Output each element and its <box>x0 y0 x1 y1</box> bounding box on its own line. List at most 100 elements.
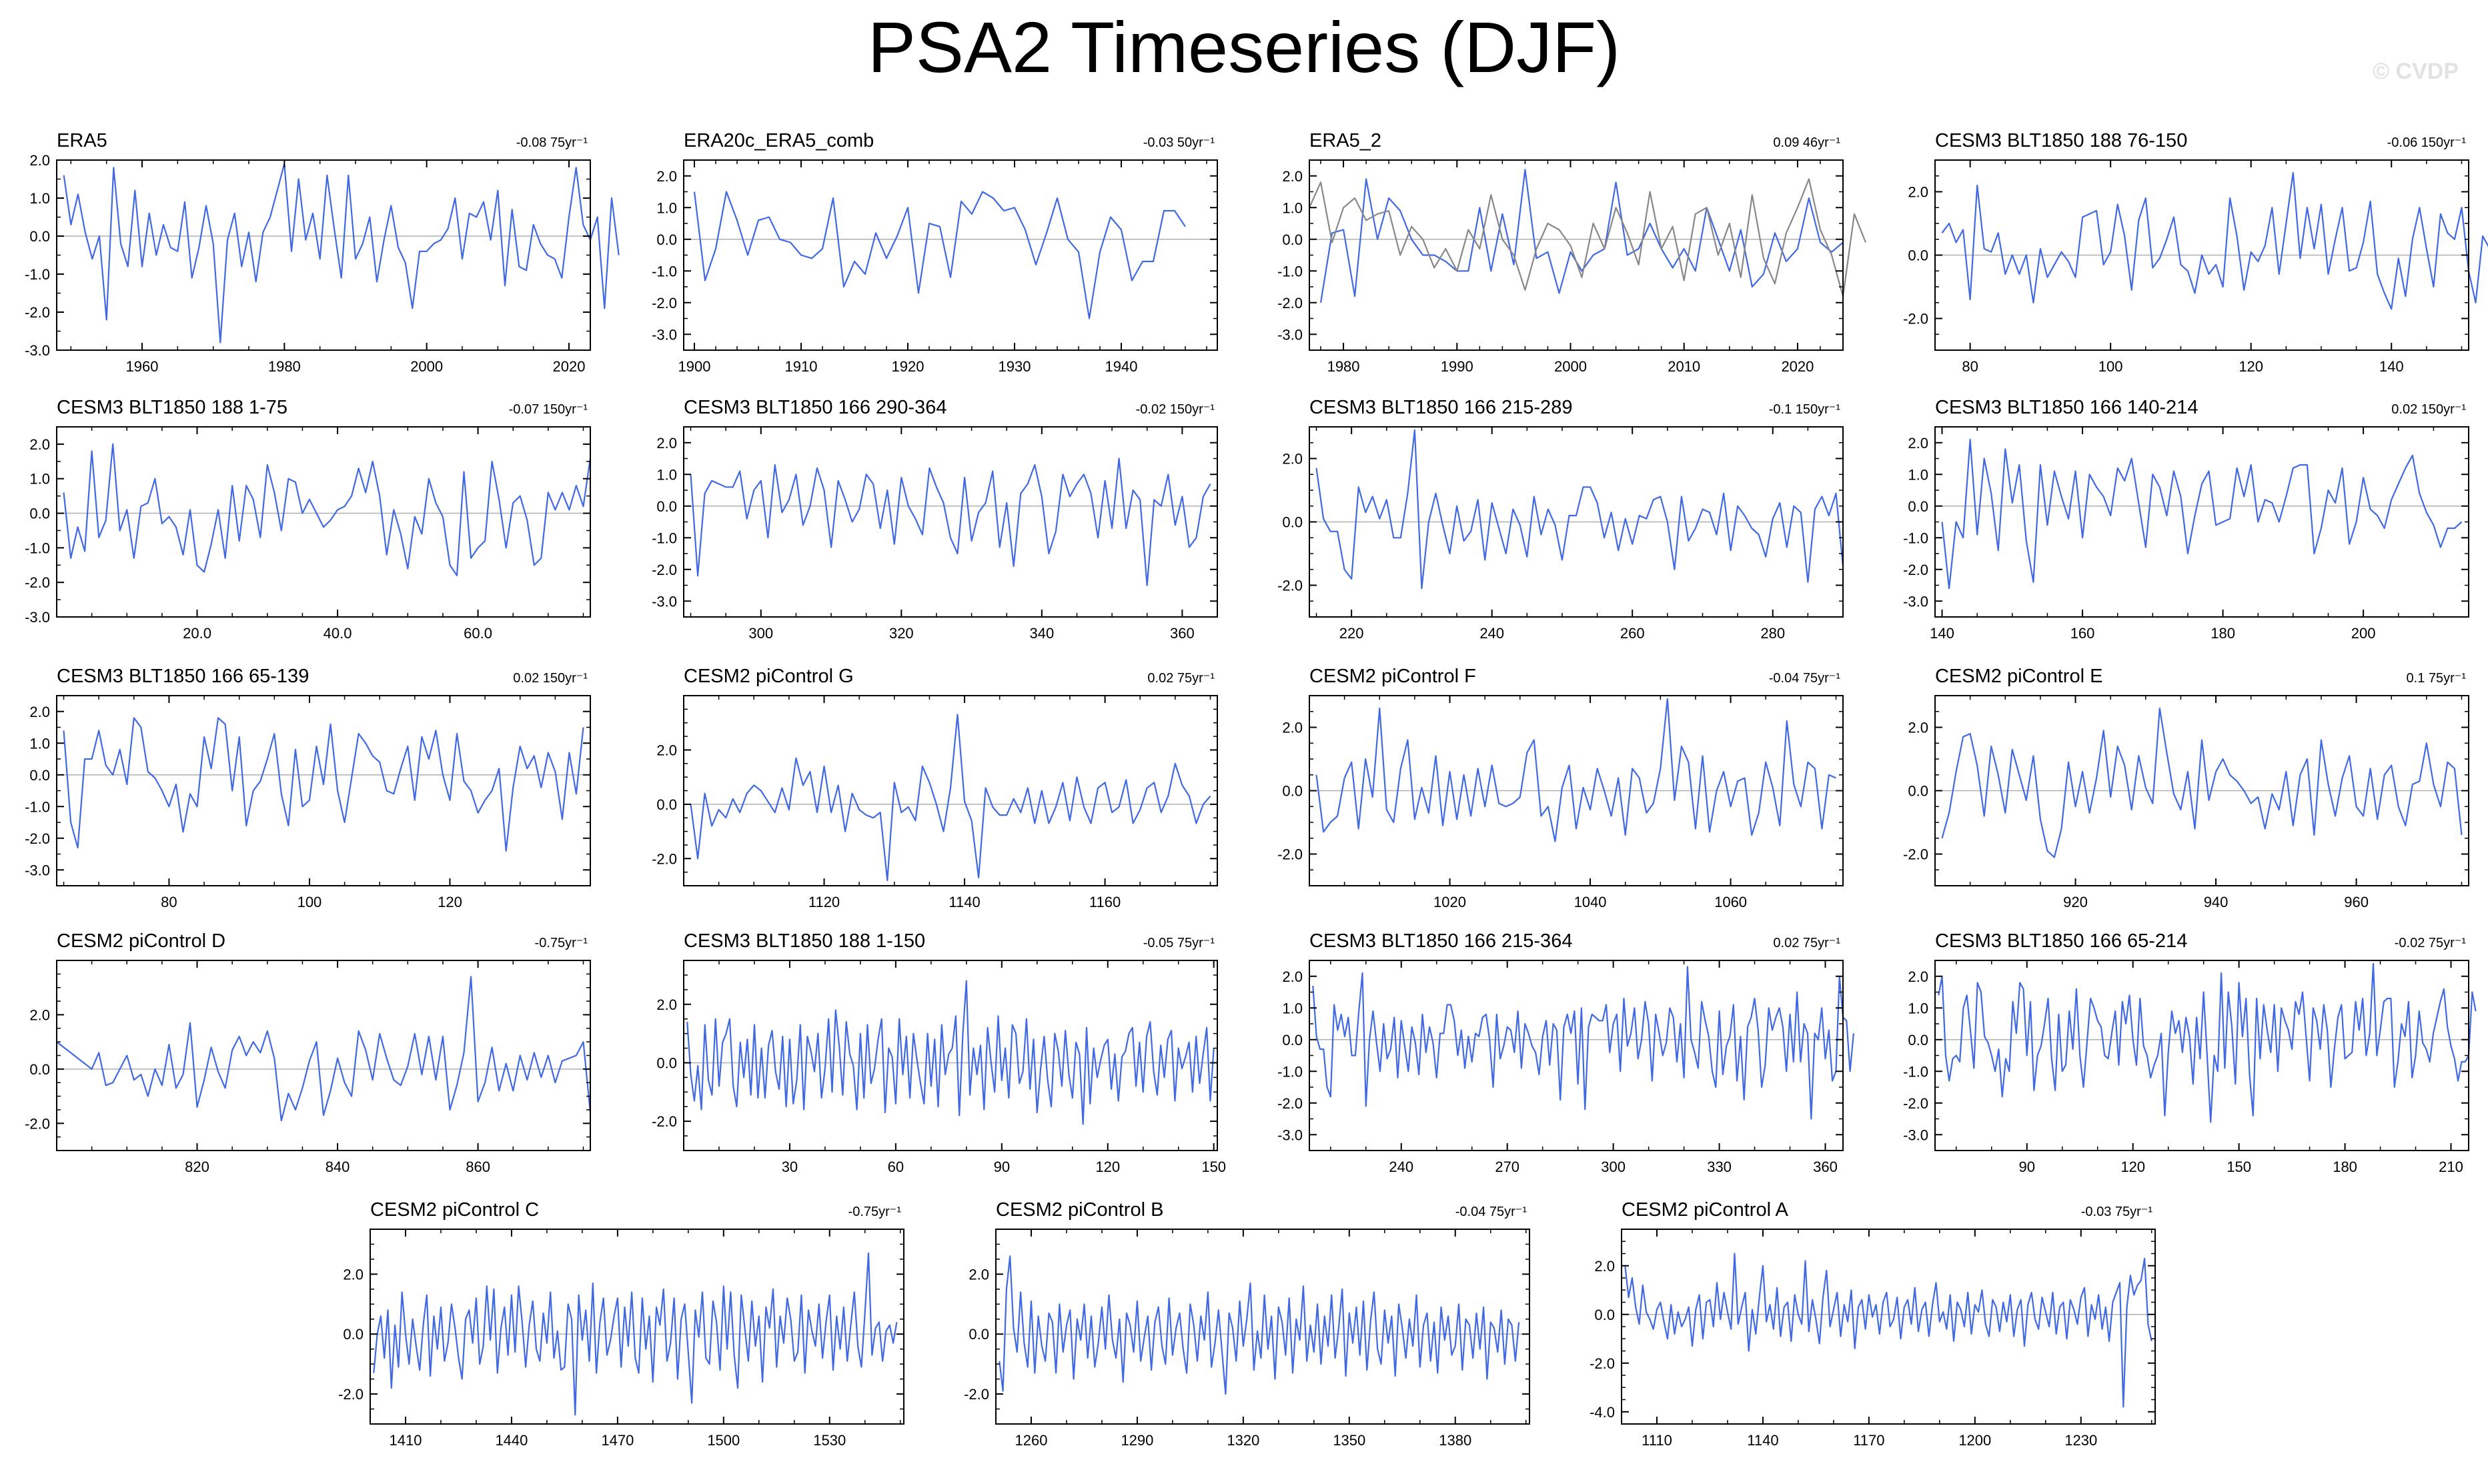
panel: CESM3 BLT1850 188 1-75 -0.07 150yr⁻¹ 2.0 1.… <box>25 397 592 642</box>
x-tick-label: 1260 <box>1015 1432 1048 1449</box>
x-tick-label: 180 <box>2211 625 2235 642</box>
panel-title: CESM2 piControl G <box>684 666 854 687</box>
trend-label: -0.04 75yr⁻¹ <box>1769 671 1841 686</box>
series-line <box>1938 962 2477 1123</box>
x-tick-label: 120 <box>438 894 462 910</box>
y-tick-label: 0.0 <box>969 1326 989 1343</box>
y-tick-label: -2.0 <box>1277 578 1303 594</box>
y-tick-label: -2.0 <box>338 1386 364 1403</box>
y-tick-label: -3.0 <box>25 862 50 878</box>
x-tick-label: 150 <box>1201 1159 1226 1175</box>
x-tick-label: 1440 <box>495 1432 528 1449</box>
x-tick-label: 1350 <box>1333 1432 1365 1449</box>
y-tick-label: -2.0 <box>1277 1095 1303 1112</box>
x-tick-label: 1140 <box>949 894 980 910</box>
series-line <box>63 163 620 343</box>
series-line <box>56 976 592 1122</box>
y-tick-label: 1.0 <box>1282 1000 1303 1016</box>
panel-title: ERA5_2 <box>1309 130 1381 151</box>
x-tick-label: 1170 <box>1853 1432 1884 1449</box>
x-tick-label: 100 <box>2098 358 2123 375</box>
y-tick-label: -2.0 <box>1277 295 1303 311</box>
y-tick-label: -2.0 <box>1277 846 1303 863</box>
y-tick-label: 0.0 <box>29 506 50 522</box>
x-tick-label: 360 <box>1170 625 1195 642</box>
y-tick-label: -2.0 <box>964 1386 989 1403</box>
y-tick-label: -1.0 <box>1277 1063 1303 1080</box>
x-tick-label: 920 <box>2063 894 2088 910</box>
x-tick-label: 840 <box>326 1159 350 1175</box>
y-tick-label: -3.0 <box>1903 593 1928 610</box>
plot-frame <box>683 426 1218 618</box>
x-tick-label: 300 <box>1601 1159 1626 1175</box>
y-tick-label: 0.0 <box>656 231 677 248</box>
panel: CESM3 BLT1850 188 1-150 -0.05 75yr⁻¹ 2.0 0.… <box>652 930 1226 1175</box>
x-tick-label: 260 <box>1620 625 1645 642</box>
series-line <box>1315 429 1844 590</box>
y-tick-label: 0.0 <box>1908 247 1928 264</box>
y-tick-label: -3.0 <box>652 593 677 610</box>
plot-frame <box>683 159 1218 351</box>
x-tick-label: 1380 <box>1439 1432 1471 1449</box>
y-tick-label: 0.0 <box>1282 783 1303 800</box>
y-tick-label: 2.0 <box>343 1266 364 1283</box>
trend-label: -0.75yr⁻¹ <box>535 936 588 950</box>
x-tick-label: 320 <box>889 625 914 642</box>
x-tick-label: 240 <box>1389 1159 1413 1175</box>
series-line <box>690 714 1211 882</box>
y-tick-label: -1.0 <box>25 798 50 815</box>
x-tick-label: 2010 <box>1668 358 1700 375</box>
trend-label: 0.02 75yr⁻¹ <box>1773 936 1840 950</box>
y-tick-label: -1.0 <box>1903 1063 1928 1080</box>
y-tick-label: 2.0 <box>656 996 677 1013</box>
y-tick-label: 0.0 <box>29 1061 50 1078</box>
x-tick-label: 240 <box>1479 625 1504 642</box>
x-tick-label: 270 <box>1495 1159 1519 1175</box>
panel: CESM2 piControl D -0.75yr⁻¹ 2.0 0.0 -2.0 820 8… <box>25 930 592 1175</box>
y-tick-label: 0.0 <box>656 498 677 515</box>
trend-label: 0.1 75yr⁻¹ <box>2407 671 2467 686</box>
x-tick-label: 960 <box>2344 894 2369 910</box>
series-line <box>1941 438 2463 590</box>
panel-title: CESM3 BLT1850 188 1-150 <box>684 930 925 952</box>
panel: ERA5 -0.08 75yr⁻¹ 2.0 1.0 0.0 -1.0 -2.0 -3.0 196… <box>25 130 620 375</box>
trend-label: -0.04 75yr⁻¹ <box>1455 1205 1527 1219</box>
panel-title: CESM2 piControl D <box>57 930 225 952</box>
y-tick-label: 2.0 <box>29 704 50 720</box>
x-tick-label: 1040 <box>1574 894 1607 910</box>
y-tick-label: -4.0 <box>1590 1404 1615 1421</box>
trend-label: -0.03 50yr⁻¹ <box>1143 135 1215 150</box>
y-tick-label: 1.0 <box>656 466 677 483</box>
panel: CESM3 BLT1850 166 215-289 -0.1 150yr⁻¹ 2.0… <box>1277 397 1844 642</box>
x-tick-label: 300 <box>748 625 773 642</box>
series-line <box>1308 178 1867 297</box>
y-tick-label: -2.0 <box>1903 562 1928 578</box>
y-tick-label: 0.0 <box>343 1326 364 1343</box>
y-tick-label: 2.0 <box>969 1266 989 1283</box>
y-tick-label: 0.0 <box>656 1054 677 1071</box>
x-tick-label: 360 <box>1813 1159 1838 1175</box>
x-tick-label: 860 <box>466 1159 490 1175</box>
panel: CESM2 piControl B -0.04 75yr⁻¹ 2.0 0.0 -2.0 1… <box>964 1199 1530 1449</box>
y-tick-label: -2.0 <box>1903 1095 1928 1112</box>
x-tick-label: 150 <box>2227 1159 2251 1175</box>
x-tick-label: 1020 <box>1433 894 1466 910</box>
panel-title: ERA20c_ERA5_comb <box>684 130 874 151</box>
y-tick-label: 0.0 <box>1908 783 1928 800</box>
plot-frame <box>56 159 591 351</box>
x-tick-label: 1320 <box>1227 1432 1259 1449</box>
x-tick-label: 1200 <box>1958 1432 1991 1449</box>
plot-frame <box>1934 426 2469 618</box>
trend-label: -0.02 75yr⁻¹ <box>2395 936 2467 950</box>
panel: CESM2 piControl C -0.75yr⁻¹ 2.0 0.0 -2.0 1410… <box>338 1199 904 1449</box>
panel-title: CESM2 piControl C <box>370 1199 539 1221</box>
series-line <box>1315 698 1836 842</box>
plot-frame <box>56 695 591 886</box>
y-tick-label: 2.0 <box>656 435 677 452</box>
x-tick-label: 1530 <box>813 1432 846 1449</box>
trend-label: 0.09 46yr⁻¹ <box>1773 135 1840 150</box>
y-tick-label: 0.0 <box>656 796 677 813</box>
trend-label: 0.02 150yr⁻¹ <box>2391 402 2466 417</box>
panel-title: ERA5 <box>57 130 107 151</box>
y-tick-label: 1.0 <box>29 190 50 207</box>
